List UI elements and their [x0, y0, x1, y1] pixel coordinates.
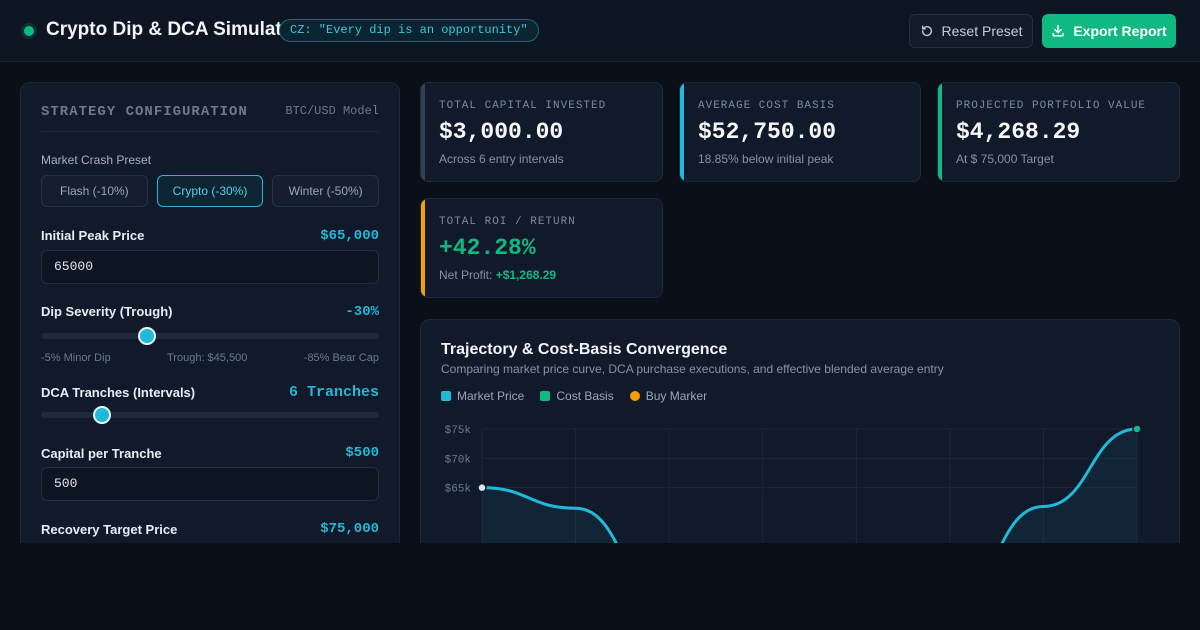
legend-item-buy-marker: Buy Marker — [629, 389, 708, 403]
reset-preset-label: Reset Preset — [941, 23, 1023, 39]
chart-subtitle: Comparing market price curve, DCA purcha… — [441, 362, 944, 376]
legend-item-cost-basis: Cost Basis — [540, 389, 614, 403]
recovery-target-label: Recovery Target Price — [41, 522, 178, 537]
chart-legend: Market Price Cost Basis Buy Marker — [441, 389, 707, 403]
dip-severity-value: -30% — [345, 304, 379, 320]
dip-min-label: -5% Minor Dip — [41, 352, 111, 364]
legend-label: Cost Basis — [556, 389, 614, 403]
stat-value: $4,268.29 — [956, 119, 1081, 145]
stat-subtext: Across 6 entry intervals — [439, 152, 564, 166]
market-price-area — [482, 429, 1137, 543]
stat-label: PROJECTED PORTFOLIO VALUE — [956, 100, 1147, 112]
dip-severity-label: Dip Severity (Trough) — [41, 304, 173, 319]
reset-preset-button[interactable]: Reset Preset — [909, 14, 1033, 48]
tranches-slider-handle[interactable] — [93, 406, 112, 424]
export-report-button[interactable]: Export Report — [1042, 14, 1176, 48]
tranches-label: DCA Tranches (Intervals) — [41, 385, 196, 400]
stat-accent-bar — [421, 199, 425, 297]
capital-per-tranche-label: Capital per Tranche — [41, 446, 162, 461]
capital-per-tranche-input[interactable]: 500 — [41, 467, 379, 501]
legend-item-market-price: Market Price — [441, 389, 524, 403]
stat-subtext: 18.85% below initial peak — [698, 152, 834, 166]
net-profit-label: Net Profit: — [439, 268, 493, 282]
y-tick-label: $65k — [445, 484, 472, 496]
preset-crypto-button[interactable]: Crypto (-30%) — [156, 175, 264, 207]
reset-icon — [921, 25, 932, 37]
stat-label: TOTAL CAPITAL INVESTED — [439, 100, 607, 112]
quote-badge: CZ: "Every dip is an opportunity" — [279, 19, 539, 42]
stat-label: AVERAGE COST BASIS — [698, 100, 835, 112]
peak-price-value: $65,000 — [320, 228, 379, 244]
dip-max-label: -85% Bear Cap — [303, 352, 379, 364]
market-price-line — [480, 427, 1139, 543]
tranches-slider[interactable] — [41, 406, 379, 424]
panel-title: STRATEGY CONFIGURATION — [41, 104, 248, 120]
trajectory-chart: $75k $70k $65k — [445, 424, 1142, 543]
preset-label: Market Crash Preset — [41, 153, 152, 167]
stat-subtext: Net Profit: +$1,268.29 — [439, 268, 556, 282]
divider — [41, 131, 379, 132]
preset-flash-button[interactable]: Flash (-10%) — [41, 175, 148, 207]
legend-swatch — [540, 391, 551, 401]
stat-accent-bar — [680, 83, 684, 181]
model-label: BTC/USD Model — [285, 104, 379, 118]
peak-price-label: Initial Peak Price — [41, 228, 145, 243]
stat-value: $52,750.00 — [698, 119, 837, 145]
status-dot-icon — [24, 26, 34, 36]
tranches-value: 6 Tranches — [288, 384, 379, 401]
stat-value: $3,000.00 — [439, 119, 564, 145]
download-icon — [1052, 25, 1064, 37]
net-profit-value: +$1,268.29 — [495, 268, 557, 282]
stat-value: +42.28% — [439, 235, 536, 261]
y-tick-label: $75k — [445, 425, 472, 437]
dip-severity-slider-handle[interactable] — [137, 327, 156, 345]
price-point-marker — [477, 482, 487, 493]
legend-swatch — [629, 391, 640, 401]
recovery-target-value: $75,000 — [320, 521, 379, 537]
stat-accent-bar — [938, 83, 942, 181]
stat-label: TOTAL ROI / RETURN — [439, 216, 576, 228]
y-tick-label: $70k — [445, 454, 472, 466]
price-point-marker — [1132, 424, 1142, 434]
preset-winter-button[interactable]: Winter (-50%) — [272, 175, 380, 207]
dip-trough-label: Trough: $45,500 — [167, 352, 248, 364]
chart-title: Trajectory & Cost-Basis Convergence — [441, 341, 728, 358]
trajectory-chart-panel: Trajectory & Cost-Basis Convergence Comp… — [420, 319, 1180, 543]
stat-card-capital-invested: TOTAL CAPITAL INVESTED $3,000.00 Across … — [420, 82, 663, 182]
peak-price-input[interactable]: 65000 — [41, 250, 379, 284]
strategy-configuration-panel: STRATEGY CONFIGURATION BTC/USD Model Mar… — [20, 82, 400, 543]
legend-swatch — [441, 391, 451, 401]
export-report-label: Export Report — [1073, 23, 1167, 39]
preset-group: Flash (-10%) Crypto (-30%) Winter (-50%) — [41, 175, 380, 207]
stat-subtext: At $ 75,000 Target — [956, 152, 1054, 166]
capital-per-tranche-value: $500 — [345, 445, 379, 461]
legend-label: Market Price — [457, 389, 525, 403]
dip-severity-slider[interactable] — [41, 327, 379, 345]
app-title: Crypto Dip & DCA Simulator — [46, 19, 301, 40]
stat-card-average-cost-basis: AVERAGE COST BASIS $52,750.00 18.85% bel… — [679, 82, 921, 182]
stat-card-projected-value: PROJECTED PORTFOLIO VALUE $4,268.29 At $… — [937, 82, 1180, 182]
top-bar: Crypto Dip & DCA Simulator CZ: "Every di… — [0, 0, 1200, 62]
stat-card-total-roi: TOTAL ROI / RETURN +42.28% Net Profit: +… — [420, 198, 663, 298]
stat-accent-bar — [421, 83, 425, 181]
legend-label: Buy Marker — [645, 389, 708, 403]
